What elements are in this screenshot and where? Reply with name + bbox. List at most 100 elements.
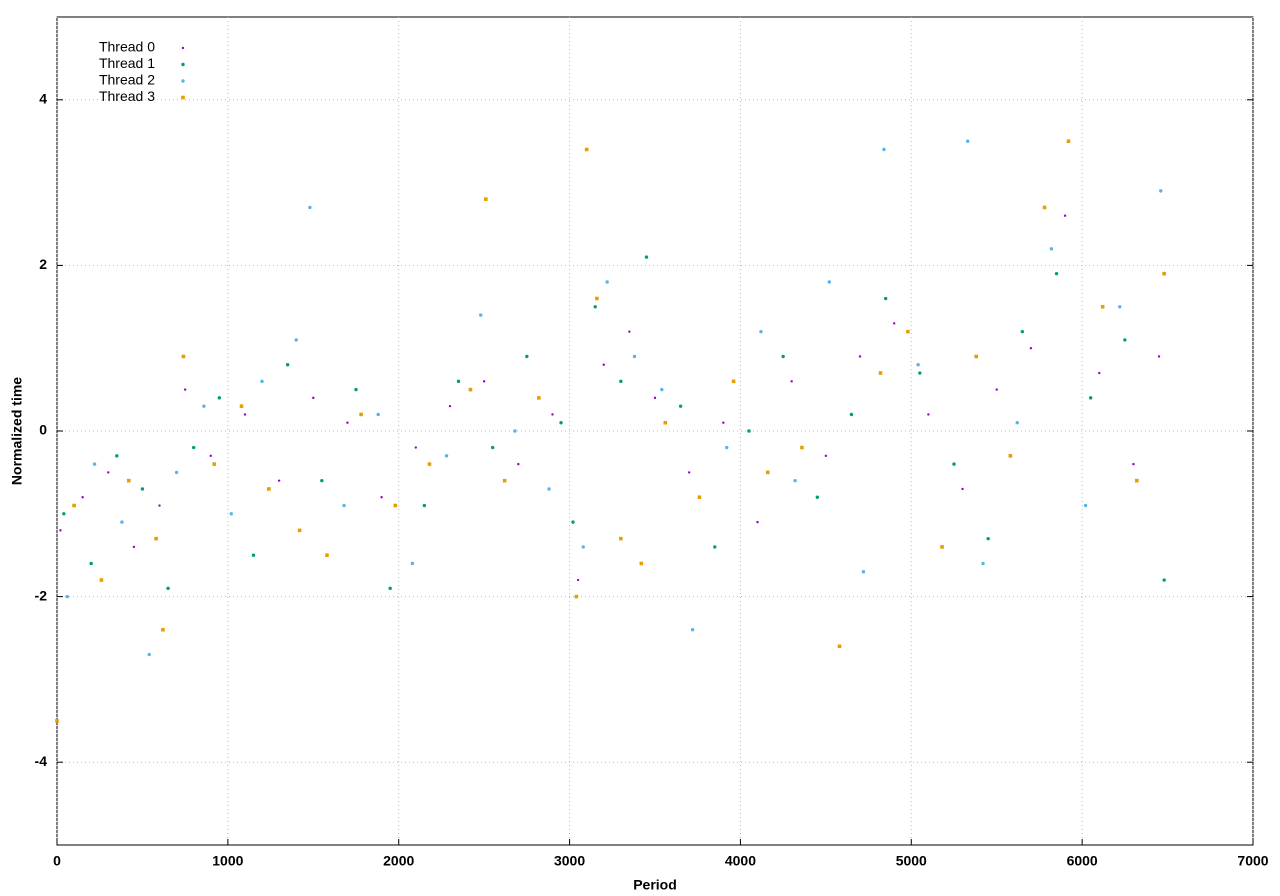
x-tick-label: 0 xyxy=(53,853,61,869)
point xyxy=(1008,454,1013,458)
point xyxy=(653,396,657,400)
point xyxy=(906,329,910,334)
x-tick-label: 6000 xyxy=(1067,853,1098,869)
point xyxy=(277,479,281,482)
point xyxy=(781,354,785,359)
point xyxy=(571,520,575,524)
legend-label: Thread 2 xyxy=(99,72,155,88)
point xyxy=(713,545,717,549)
point xyxy=(209,454,212,458)
point xyxy=(793,478,797,483)
point xyxy=(147,652,151,657)
point xyxy=(243,413,247,416)
point xyxy=(1098,371,1101,375)
point xyxy=(790,380,793,383)
point xyxy=(858,355,862,358)
point xyxy=(229,512,233,516)
y-tick-label: 4 xyxy=(39,91,47,107)
point xyxy=(1162,578,1166,582)
point xyxy=(202,404,206,408)
point xyxy=(320,478,324,483)
y-axis-label: Normalized time xyxy=(9,377,25,485)
point xyxy=(410,561,415,566)
point xyxy=(1042,205,1047,210)
y-tick-label: -4 xyxy=(35,753,48,769)
point xyxy=(312,396,315,400)
point xyxy=(251,553,256,557)
point xyxy=(725,445,729,450)
point xyxy=(690,628,695,632)
y-tick-label: 0 xyxy=(39,422,47,438)
point xyxy=(849,412,854,417)
point xyxy=(376,412,380,417)
x-tick-label: 4000 xyxy=(725,853,756,869)
point xyxy=(89,561,93,566)
point xyxy=(55,719,59,723)
point xyxy=(482,380,486,383)
point xyxy=(1063,214,1067,217)
point xyxy=(297,528,302,533)
point xyxy=(490,445,495,450)
point xyxy=(756,520,759,524)
point xyxy=(484,197,488,201)
point xyxy=(619,379,623,384)
legend-label: Thread 0 xyxy=(99,39,155,55)
point xyxy=(815,495,820,499)
y-tick-label: -2 xyxy=(35,587,48,603)
y-tick-label: 2 xyxy=(39,256,47,272)
point xyxy=(72,503,76,508)
point xyxy=(576,578,580,582)
point xyxy=(502,478,507,483)
point xyxy=(747,429,751,433)
point xyxy=(239,404,244,408)
point xyxy=(468,387,473,392)
point xyxy=(660,387,664,392)
point xyxy=(359,412,363,417)
point xyxy=(388,586,392,591)
legend-marker xyxy=(181,95,185,100)
point xyxy=(81,496,84,499)
x-tick-label: 5000 xyxy=(896,853,927,869)
point xyxy=(65,594,69,599)
point xyxy=(59,529,62,532)
point xyxy=(1020,329,1025,334)
point xyxy=(916,363,920,367)
point xyxy=(517,462,520,466)
point xyxy=(346,421,349,424)
point xyxy=(663,420,668,425)
point xyxy=(952,462,956,466)
point xyxy=(861,570,866,574)
point xyxy=(878,371,883,375)
point xyxy=(605,280,609,284)
point xyxy=(342,503,346,508)
point xyxy=(824,454,828,458)
point xyxy=(140,487,145,491)
x-tick-label: 3000 xyxy=(554,853,585,869)
point xyxy=(827,280,831,284)
point xyxy=(986,536,990,541)
point xyxy=(882,147,886,152)
point xyxy=(181,354,186,359)
point xyxy=(974,354,979,359)
legend-marker xyxy=(181,62,185,67)
point xyxy=(285,363,290,367)
point xyxy=(1029,347,1033,350)
point xyxy=(940,545,944,549)
point xyxy=(158,504,161,507)
point xyxy=(132,545,136,549)
point xyxy=(166,586,170,591)
point xyxy=(456,379,461,384)
point xyxy=(837,644,842,649)
point xyxy=(759,329,763,334)
point xyxy=(619,536,623,541)
point xyxy=(1162,271,1166,276)
point xyxy=(1015,421,1019,425)
point xyxy=(217,396,222,400)
point xyxy=(1118,305,1122,309)
x-tick-label: 1000 xyxy=(212,853,243,869)
point xyxy=(644,255,649,259)
point xyxy=(883,296,888,301)
point xyxy=(354,387,358,392)
point xyxy=(965,139,970,143)
